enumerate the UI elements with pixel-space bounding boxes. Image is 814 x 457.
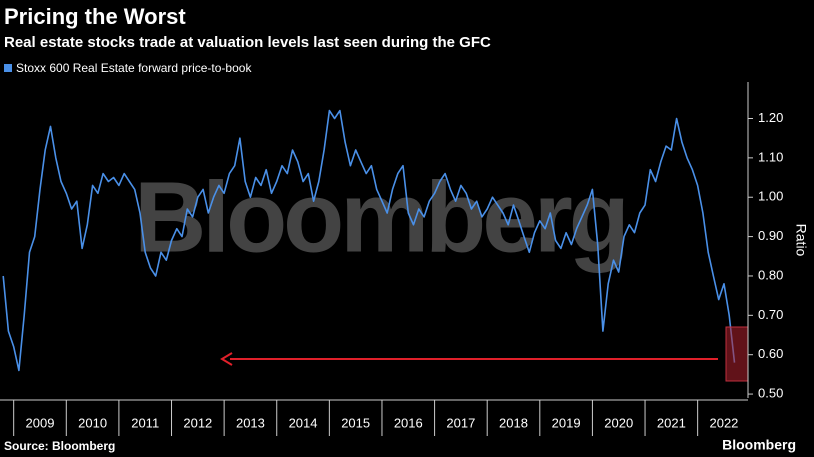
chart-title: Pricing the Worst [4,4,186,29]
source: Source: Bloomberg [4,439,115,453]
x-tick-label: 2014 [289,415,318,430]
series-line [2,109,736,372]
x-tick-label: 2016 [394,415,423,430]
legend-swatch [4,64,12,72]
x-tick-label: 2011 [131,415,159,430]
x-tick-label: 2009 [26,415,55,430]
legend-label: Stoxx 600 Real Estate forward price-to-b… [16,61,252,75]
watermark: Bloomberg [134,161,626,273]
x-tick-label: 2018 [499,415,528,430]
y-tick-label: 0.70 [758,307,783,322]
arrow-head [220,352,233,366]
x-tick-label: 2019 [552,415,581,430]
x-tick-label: 2012 [183,415,212,430]
y-tick-label: 1.00 [758,189,783,204]
y-tick-label: 0.60 [758,346,783,361]
chart-subtitle: Real estate stocks trade at valuation le… [4,34,491,51]
x-tick-label: 2013 [236,415,265,430]
x-tick-label: 2015 [341,415,370,430]
x-tick-label: 2020 [604,415,633,430]
y-tick-label: 0.50 [758,386,783,401]
x-tick-label: 2010 [78,415,107,430]
x-tick-label: 2022 [709,415,738,430]
y-tick-label: 0.80 [758,267,783,282]
x-tick-label: 2021 [657,415,686,430]
brand: Bloomberg [722,437,796,453]
y-axis-label: Ratio [793,224,809,257]
y-tick-label: 1.20 [758,110,783,125]
y-tick-label: 1.10 [758,149,783,164]
x-tick-label: 2017 [446,415,475,430]
y-tick-label: 0.90 [758,228,783,243]
highlight-box [725,326,749,382]
